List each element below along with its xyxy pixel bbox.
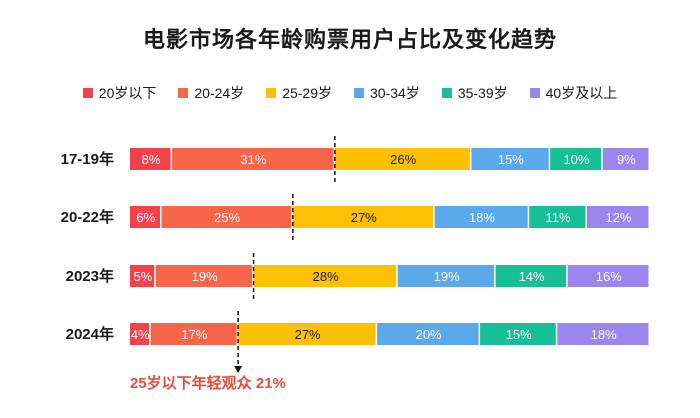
category-label-17-19: 17-19年 (61, 150, 114, 168)
data-label-2023-20-24: 19% (192, 269, 218, 284)
bar-2024-under-20 (130, 323, 150, 345)
legend-item-35-39: 35-39岁 (441, 83, 508, 103)
data-label-2023-40-plus: 16% (596, 269, 622, 284)
data-label-20-22-20-24: 25% (214, 210, 240, 225)
data-label-2023-under-20: 5% (133, 269, 152, 284)
data-label-20-22-35-39: 11% (546, 210, 571, 225)
bar-2024-20-24 (150, 323, 237, 345)
bar-20-22-35-39 (529, 206, 586, 228)
category-label-20-22: 20-22年 (61, 208, 114, 226)
legend-item-30-34: 30-34岁 (354, 83, 420, 103)
data-label-2024-under-20: 4% (131, 327, 150, 342)
data-label-2023-25-29: 28% (313, 269, 339, 284)
legend-label-20-24: 20-24岁 (194, 85, 245, 101)
data-label-20-22-30-34: 18% (469, 210, 495, 225)
bar-20-22-30-34 (434, 206, 528, 228)
data-label-20-22-25-29: 27% (351, 210, 377, 225)
bar-2023-40-plus (567, 265, 649, 287)
category-label-2023: 2023年 (66, 267, 114, 285)
legend-swatch-30-34 (354, 88, 364, 98)
legend: 20岁以下 20-24岁 25-29岁 30-34岁 35-39岁 40岁及以上 (0, 83, 700, 103)
bar-17-19-35-39 (550, 148, 602, 170)
data-label-2023-35-39: 14% (519, 269, 545, 284)
legend-item-under-20: 20岁以下 (82, 83, 157, 103)
legend-label-25-29: 25-29岁 (282, 85, 332, 101)
bar-17-19-40-plus (602, 148, 649, 170)
legend-item-40-plus: 40岁及以上 (529, 83, 618, 103)
data-label-2024-20-24: 17% (181, 327, 207, 342)
legend-swatch-20-24 (178, 88, 189, 98)
data-label-2024-30-34: 20% (416, 327, 442, 342)
data-label-17-19-25-29: 26% (390, 152, 416, 167)
data-label-2024-35-39: 15% (506, 327, 532, 342)
legend-item-25-29: 25-29岁 (266, 83, 332, 103)
bar-2024-40-plus (557, 323, 649, 345)
data-label-2024-40-plus: 18% (591, 327, 617, 342)
bar-2024-25-29 (238, 323, 376, 345)
legend-label-under-20: 20岁以下 (98, 85, 157, 101)
data-label-17-19-35-39: 10% (563, 152, 589, 167)
legend-label-40-plus: 40岁及以上 (545, 85, 618, 101)
data-label-17-19-20-24: 31% (240, 152, 266, 167)
bar-2023-35-39 (495, 265, 567, 287)
data-label-2024-25-29: 27% (295, 327, 321, 342)
bar-2023-20-24 (155, 265, 253, 287)
bar-17-19-20-24 (172, 148, 334, 170)
category-label-2024: 2024年 (66, 325, 114, 343)
legend-swatch-25-29 (266, 88, 277, 98)
bar-2023-30-34 (397, 265, 495, 287)
bar-17-19-30-34 (471, 148, 549, 170)
bar-20-22-under-20 (130, 206, 161, 228)
bar-20-22-25-29 (292, 206, 434, 228)
bar-2023-25-29 (253, 265, 397, 287)
bar-17-19-25-29 (334, 148, 470, 170)
bar-20-22-20-24 (161, 206, 292, 228)
data-label-17-19-under-20: 8% (142, 152, 161, 167)
legend-item-20-24: 20-24岁 (178, 83, 244, 103)
legend-label-35-39: 35-39岁 (457, 85, 508, 101)
bar-2023-under-20 (130, 265, 155, 287)
legend-swatch-under-20 (82, 88, 93, 98)
data-label-17-19-40-plus: 9% (617, 152, 636, 167)
legend-swatch-35-39 (441, 88, 452, 98)
bar-17-19-under-20 (130, 148, 171, 170)
data-label-20-22-40-plus: 12% (605, 210, 631, 225)
annotation-young-audience: 25岁以下年轻观众 21% (130, 375, 286, 392)
bar-2024-35-39 (480, 323, 556, 345)
chart-title: 电影市场各年龄购票用户占比及变化趋势 (142, 27, 557, 52)
legend-label-30-34: 30-34岁 (370, 85, 420, 101)
data-label-20-22-under-20: 6% (136, 210, 155, 225)
bar-20-22-40-plus (586, 206, 649, 228)
bar-2024-30-34 (377, 323, 479, 345)
data-label-17-19-30-34: 15% (498, 152, 524, 167)
arrow-down-icon (234, 366, 243, 373)
legend-swatch-40-plus (529, 88, 540, 98)
data-label-2023-30-34: 19% (434, 269, 460, 284)
